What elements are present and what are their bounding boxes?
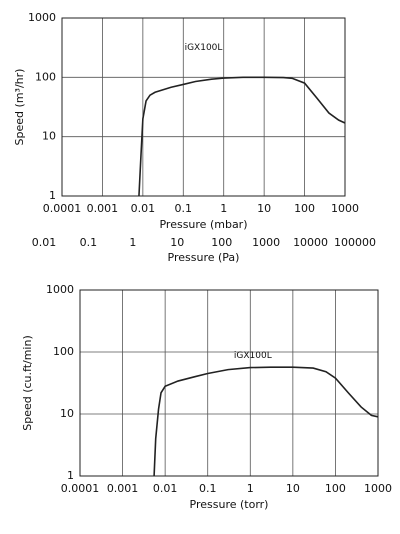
plot-frame	[61, 17, 346, 197]
x2-axis-label: Pressure (Pa)	[168, 251, 240, 264]
y-tick-label: 100	[53, 345, 74, 358]
x-tick-label: 100	[325, 482, 346, 495]
x2-tick-label: 0.1	[80, 236, 98, 249]
y-tick-label: 1000	[28, 11, 56, 24]
x2-tick-label: 100000	[334, 236, 376, 249]
x-tick-label: 0.01	[131, 202, 156, 215]
x-tick-label: 1	[220, 202, 227, 215]
y-tick-label: 1000	[46, 283, 74, 296]
x-tick-label: 0.0001	[61, 482, 100, 495]
series-label: iGX100L	[234, 351, 272, 361]
x2-tick-label: 10000	[293, 236, 328, 249]
x-tick-label: 1000	[364, 482, 392, 495]
x-tick-label: 1000	[331, 202, 359, 215]
x-tick-label: 1	[247, 482, 254, 495]
y-tick-label: 100	[35, 70, 56, 83]
y-tick-label: 1	[49, 189, 56, 202]
y-tick-label: 1	[67, 469, 74, 482]
x-tick-label: 0.01	[153, 482, 178, 495]
x-axis-label: Pressure (torr)	[190, 498, 269, 511]
series-line	[138, 76, 346, 197]
x-tick-label: 0.001	[87, 202, 119, 215]
x2-tick-label: 100	[211, 236, 232, 249]
y-tick-label: 10	[42, 130, 56, 143]
x2-tick-label: 10	[170, 236, 184, 249]
plot-frame	[79, 289, 379, 477]
x-tick-label: 0.0001	[43, 202, 82, 215]
x-tick-label: 10	[286, 482, 300, 495]
y-axis-label: Speed (cu.ft/min)	[21, 335, 34, 431]
x-tick-label: 100	[294, 202, 315, 215]
x-tick-label: 0.1	[175, 202, 193, 215]
series-label: iGX100L	[185, 43, 223, 53]
x-axis-label: Pressure (mbar)	[159, 218, 247, 231]
x2-tick-label: 1	[129, 236, 136, 249]
y-tick-label: 10	[60, 407, 74, 420]
series-line	[153, 366, 379, 477]
x2-tick-label: 1000	[252, 236, 280, 249]
y-axis-label: Speed (m³/hr)	[13, 69, 26, 146]
x-tick-label: 0.1	[199, 482, 217, 495]
x2-tick-label: 0.01	[32, 236, 57, 249]
x-tick-label: 10	[257, 202, 271, 215]
x-tick-label: 0.001	[107, 482, 139, 495]
